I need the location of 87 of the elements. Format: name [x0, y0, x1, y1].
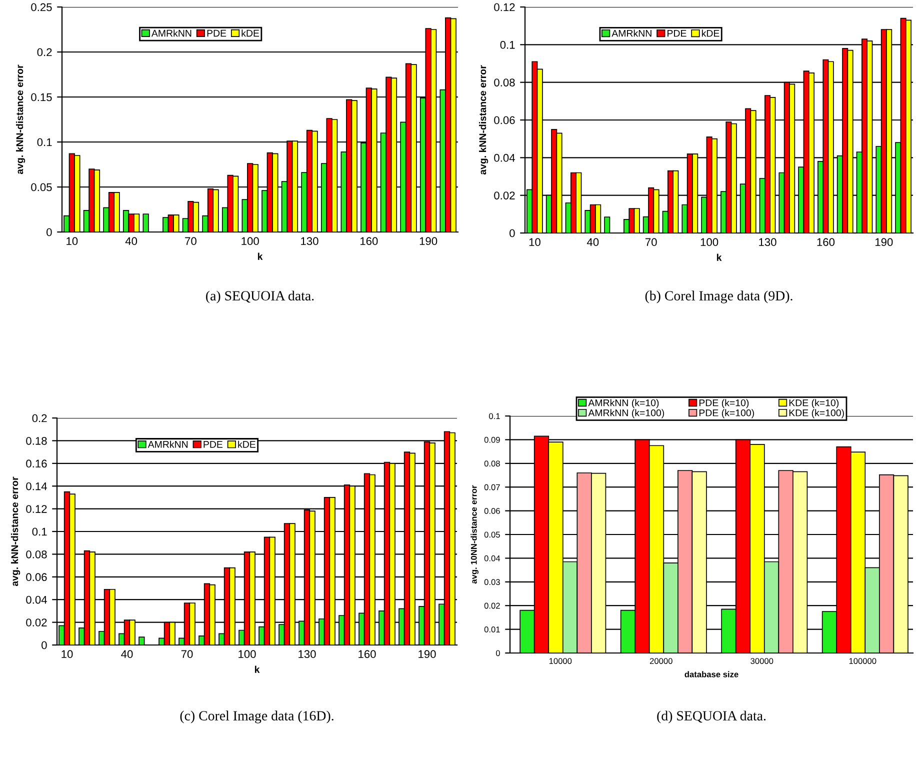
y-tick-label: 0.06	[494, 116, 515, 124]
legend-label: KDE (k=100)	[789, 409, 844, 418]
x-tick-label: 30000	[750, 658, 774, 664]
x-tick-label: 160	[360, 237, 378, 246]
text: (b) Corel Image data (9D).	[645, 290, 792, 304]
x-tick-label: 70	[181, 650, 193, 658]
y-tick-label: 0.08	[494, 78, 515, 86]
y-axis-title: avg. kNN-distance error	[10, 476, 20, 586]
legend-label: AMRkNN	[612, 30, 652, 37]
y-tick-label: 0.12	[494, 3, 515, 12]
legend-label: AMRkNN (k=100)	[588, 409, 664, 418]
y-tick-label: 0.2	[32, 414, 47, 422]
x-tick-label: 190	[418, 650, 436, 658]
y-tick-label: 0.2	[37, 48, 52, 56]
y-tick-label: 0.05	[484, 532, 500, 538]
y-tick-label: 0	[46, 228, 52, 236]
x-tick-label: 40	[586, 238, 599, 246]
x-axis-title: k	[716, 254, 722, 261]
x-tick-label: 40	[121, 650, 133, 658]
y-tick-label: 0.12	[26, 505, 47, 513]
x-tick-label: 70	[645, 238, 657, 246]
x-tick-label: 10	[62, 650, 73, 658]
legend-label: kDE	[242, 30, 260, 37]
y-tick-label: 0.16	[26, 460, 47, 468]
y-axis-title: avg. kNN-distance error	[16, 64, 26, 174]
y-tick-label: 0	[496, 650, 500, 656]
x-tick-label: 190	[420, 237, 438, 246]
y-axis-title: avg. kNN-distance error	[478, 65, 488, 175]
legend-label: PDE (k=100)	[699, 409, 754, 418]
y-tick-label: 0.04	[494, 154, 515, 162]
y-tick-label: 0	[510, 229, 515, 238]
y-tick-label: 0.06	[484, 508, 500, 514]
legend-label: KDE (k=10)	[789, 399, 839, 408]
x-tick-label: 100	[700, 238, 718, 246]
x-tick-label: 10	[66, 237, 78, 246]
y-axis-title: avg. 10NN-distance error	[470, 485, 479, 584]
x-axis-title: k	[254, 666, 260, 673]
legend-label: AMRkNN	[151, 30, 192, 37]
y-tick-label: 0.05	[31, 183, 52, 192]
legend-label: PDE	[668, 30, 686, 37]
y-tick-label: 0.02	[494, 192, 515, 200]
x-tick-label: 10	[529, 238, 540, 246]
y-tick-label: 0.15	[31, 93, 52, 102]
y-tick-label: 0.04	[484, 555, 500, 562]
x-tick-label: 130	[301, 237, 318, 246]
legend-label: kDE	[702, 30, 720, 37]
legend-label: PDE	[204, 441, 223, 448]
y-tick-label: 0.02	[484, 602, 500, 609]
y-tick-label: 0.1	[500, 40, 515, 49]
y-tick-label: 0.1	[32, 528, 47, 536]
x-tick-label: 130	[759, 238, 776, 246]
x-axis-title: database size	[684, 671, 738, 678]
text: (c) Corel Image data (16D).	[180, 710, 334, 724]
legend-label: kDE	[238, 440, 256, 448]
legend-label: PDE (k=10)	[699, 399, 749, 408]
text: (d) SEQUOIA data.	[657, 710, 766, 724]
legend-label: PDE	[207, 30, 226, 37]
x-tick-label: 10000	[549, 658, 572, 664]
y-tick-label: 0.1	[489, 413, 500, 420]
x-tick-label: 100	[238, 650, 256, 658]
x-tick-label: 130	[298, 650, 316, 658]
y-tick-label: 0.04	[26, 596, 47, 604]
x-tick-label: 70	[185, 237, 196, 246]
y-tick-label: 0.01	[484, 626, 500, 632]
y-tick-label: 0.06	[26, 573, 47, 582]
x-tick-label: 160	[358, 650, 376, 658]
y-tick-label: 0.08	[484, 460, 500, 466]
legend-label: AMRkNN	[148, 440, 188, 448]
y-tick-label: 0.07	[484, 484, 500, 490]
legend-label: AMRkNN (k=10)	[588, 399, 659, 408]
x-tick-label: 190	[875, 238, 893, 246]
x-tick-label: 100000	[849, 658, 876, 664]
y-tick-label: 0.1	[37, 138, 52, 146]
text: (a) SEQUOIA data.	[206, 290, 314, 304]
x-tick-label: 20000	[650, 658, 672, 664]
x-tick-label: 160	[817, 238, 835, 246]
y-tick-label: 0.03	[484, 579, 500, 585]
y-tick-label: 0.14	[26, 482, 47, 490]
y-tick-label: 0.02	[26, 618, 47, 626]
y-tick-label: 0.08	[26, 550, 47, 558]
y-tick-label: 0.18	[26, 436, 47, 445]
y-tick-label: 0.09	[484, 436, 500, 443]
x-tick-label: 40	[125, 237, 138, 246]
y-tick-label: 0.25	[31, 3, 52, 12]
x-tick-label: 100	[242, 237, 259, 246]
y-tick-label: 0	[42, 641, 47, 650]
x-axis-title: k	[258, 252, 263, 260]
